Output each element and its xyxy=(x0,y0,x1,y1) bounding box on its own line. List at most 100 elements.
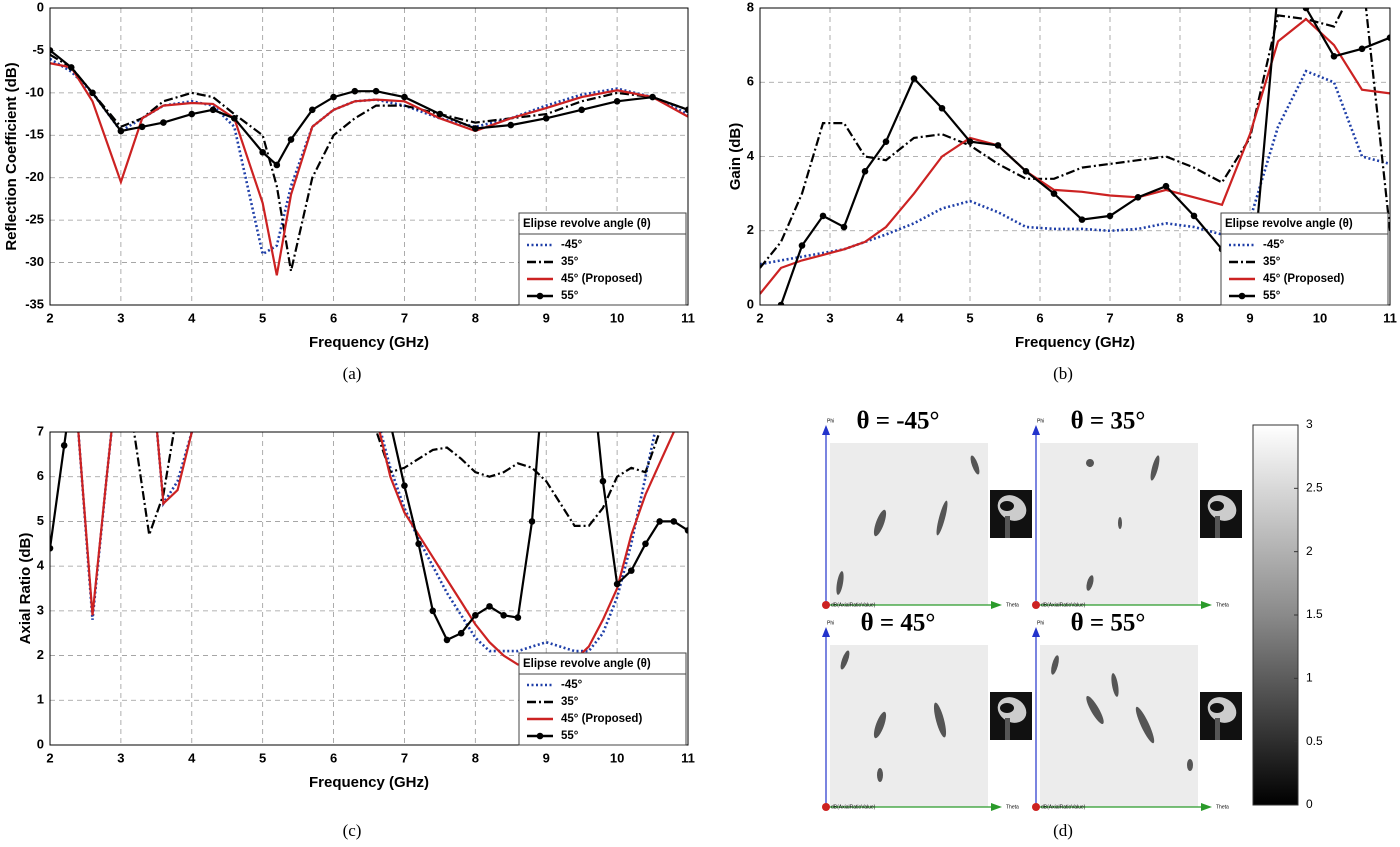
axis-arrow xyxy=(1201,803,1212,811)
panel-title: θ = 35° xyxy=(1071,408,1146,435)
legend-box xyxy=(518,212,687,306)
y-tick-label: -10 xyxy=(25,84,44,99)
y-tick-label: 2 xyxy=(37,647,44,662)
legend-label: -45° xyxy=(561,679,583,691)
x-tick-label: 7 xyxy=(401,750,408,765)
axis-tag: Theta xyxy=(1006,804,1019,810)
data-point xyxy=(507,121,515,129)
x-tick-label: 2 xyxy=(46,750,53,765)
x-tick-label: 9 xyxy=(1246,310,1253,325)
y-tick-label: -15 xyxy=(25,127,44,142)
data-point xyxy=(1106,212,1114,220)
data-point xyxy=(1358,45,1366,53)
antenna-feed xyxy=(1005,718,1010,740)
axis-arrow xyxy=(991,803,1002,811)
data-point xyxy=(50,544,54,552)
caption: (b) xyxy=(1053,364,1073,383)
pattern-blob xyxy=(933,702,947,738)
data-point xyxy=(67,64,75,71)
data-point xyxy=(457,629,465,637)
series-line xyxy=(760,69,1390,266)
data-point xyxy=(1134,194,1142,201)
axis-arrow xyxy=(822,627,830,637)
pattern-blob xyxy=(1135,706,1155,744)
x-axis-label: Frequency (GHz) xyxy=(309,334,429,351)
series-group xyxy=(50,47,688,276)
x-tick-label: 3 xyxy=(826,310,833,325)
caption: (d) xyxy=(1053,821,1073,840)
x-tick-label: 2 xyxy=(756,310,763,325)
legend-marker xyxy=(536,292,544,300)
data-point xyxy=(861,168,869,175)
data-point xyxy=(500,612,507,619)
y-tick-label: 0 xyxy=(37,0,44,14)
origin-dot xyxy=(1032,601,1040,609)
legend-label: 55° xyxy=(561,730,579,742)
data-point xyxy=(415,540,422,548)
y-tick-label: 6 xyxy=(37,468,44,483)
x-tick-label: 8 xyxy=(472,750,479,765)
data-point xyxy=(188,110,196,118)
legend-label: 45° (Proposed) xyxy=(1263,273,1344,285)
x-tick-label: 9 xyxy=(543,750,550,765)
axis-tag: dB(AxialRatioValue) xyxy=(831,602,876,608)
pattern-blob xyxy=(1111,673,1119,697)
data-point xyxy=(798,242,806,249)
data-point xyxy=(117,127,125,135)
data-point xyxy=(840,223,848,231)
x-tick-label: 5 xyxy=(259,750,266,765)
axis-tag: Theta xyxy=(1216,804,1229,810)
axis-tag: Theta xyxy=(1006,602,1019,608)
data-point xyxy=(308,106,316,114)
data-point xyxy=(966,138,974,145)
data-point xyxy=(1022,168,1030,175)
pattern-blob xyxy=(936,500,948,536)
legend-label: 35° xyxy=(561,696,579,708)
x-tick-label: 6 xyxy=(330,310,337,325)
data-point xyxy=(287,136,295,143)
y-axis-label: Gain (dB) xyxy=(727,123,744,191)
data-point xyxy=(472,125,479,132)
antenna-hole xyxy=(1210,703,1224,713)
y-tick-label: 2 xyxy=(747,222,754,237)
axis-arrow xyxy=(1201,601,1212,609)
data-point xyxy=(994,142,1002,149)
legend-label: 45° (Proposed) xyxy=(561,273,642,285)
caption: (a) xyxy=(343,364,362,383)
data-point xyxy=(684,527,688,534)
y-tick-label: 5 xyxy=(37,513,44,528)
axis-tag: Phi xyxy=(827,418,834,424)
antenna-feed xyxy=(1005,516,1010,538)
pattern-blob xyxy=(840,650,850,670)
x-axis-label: Frequency (GHz) xyxy=(309,774,429,791)
data-point xyxy=(1162,182,1170,190)
x-tick-label: 5 xyxy=(966,310,973,325)
series-line xyxy=(50,62,688,276)
data-point xyxy=(209,106,217,114)
x-tick-label: 6 xyxy=(330,750,337,765)
data-point xyxy=(429,607,437,615)
x-tick-label: 11 xyxy=(681,310,695,325)
antenna-hole xyxy=(1000,501,1014,511)
pattern-blob xyxy=(1086,575,1094,591)
data-point xyxy=(599,477,607,485)
data-point xyxy=(231,115,238,122)
plot-frame xyxy=(759,7,1391,306)
data-point xyxy=(401,93,408,101)
data-point xyxy=(401,482,408,489)
origin-dot xyxy=(822,803,830,811)
data-point xyxy=(351,87,359,95)
data-point xyxy=(436,110,444,118)
colorbar-label: 3 xyxy=(1306,417,1313,431)
x-tick-label: 4 xyxy=(188,310,196,325)
data-point xyxy=(1050,190,1058,197)
x-tick-label: 3 xyxy=(117,310,124,325)
pattern-blob xyxy=(873,509,887,537)
data-point xyxy=(882,138,890,145)
legend-label: -45° xyxy=(561,239,583,251)
x-tick-label: 7 xyxy=(1106,310,1113,325)
data-point xyxy=(273,161,281,169)
y-tick-label: 0 xyxy=(747,296,754,311)
data-point xyxy=(472,612,479,619)
